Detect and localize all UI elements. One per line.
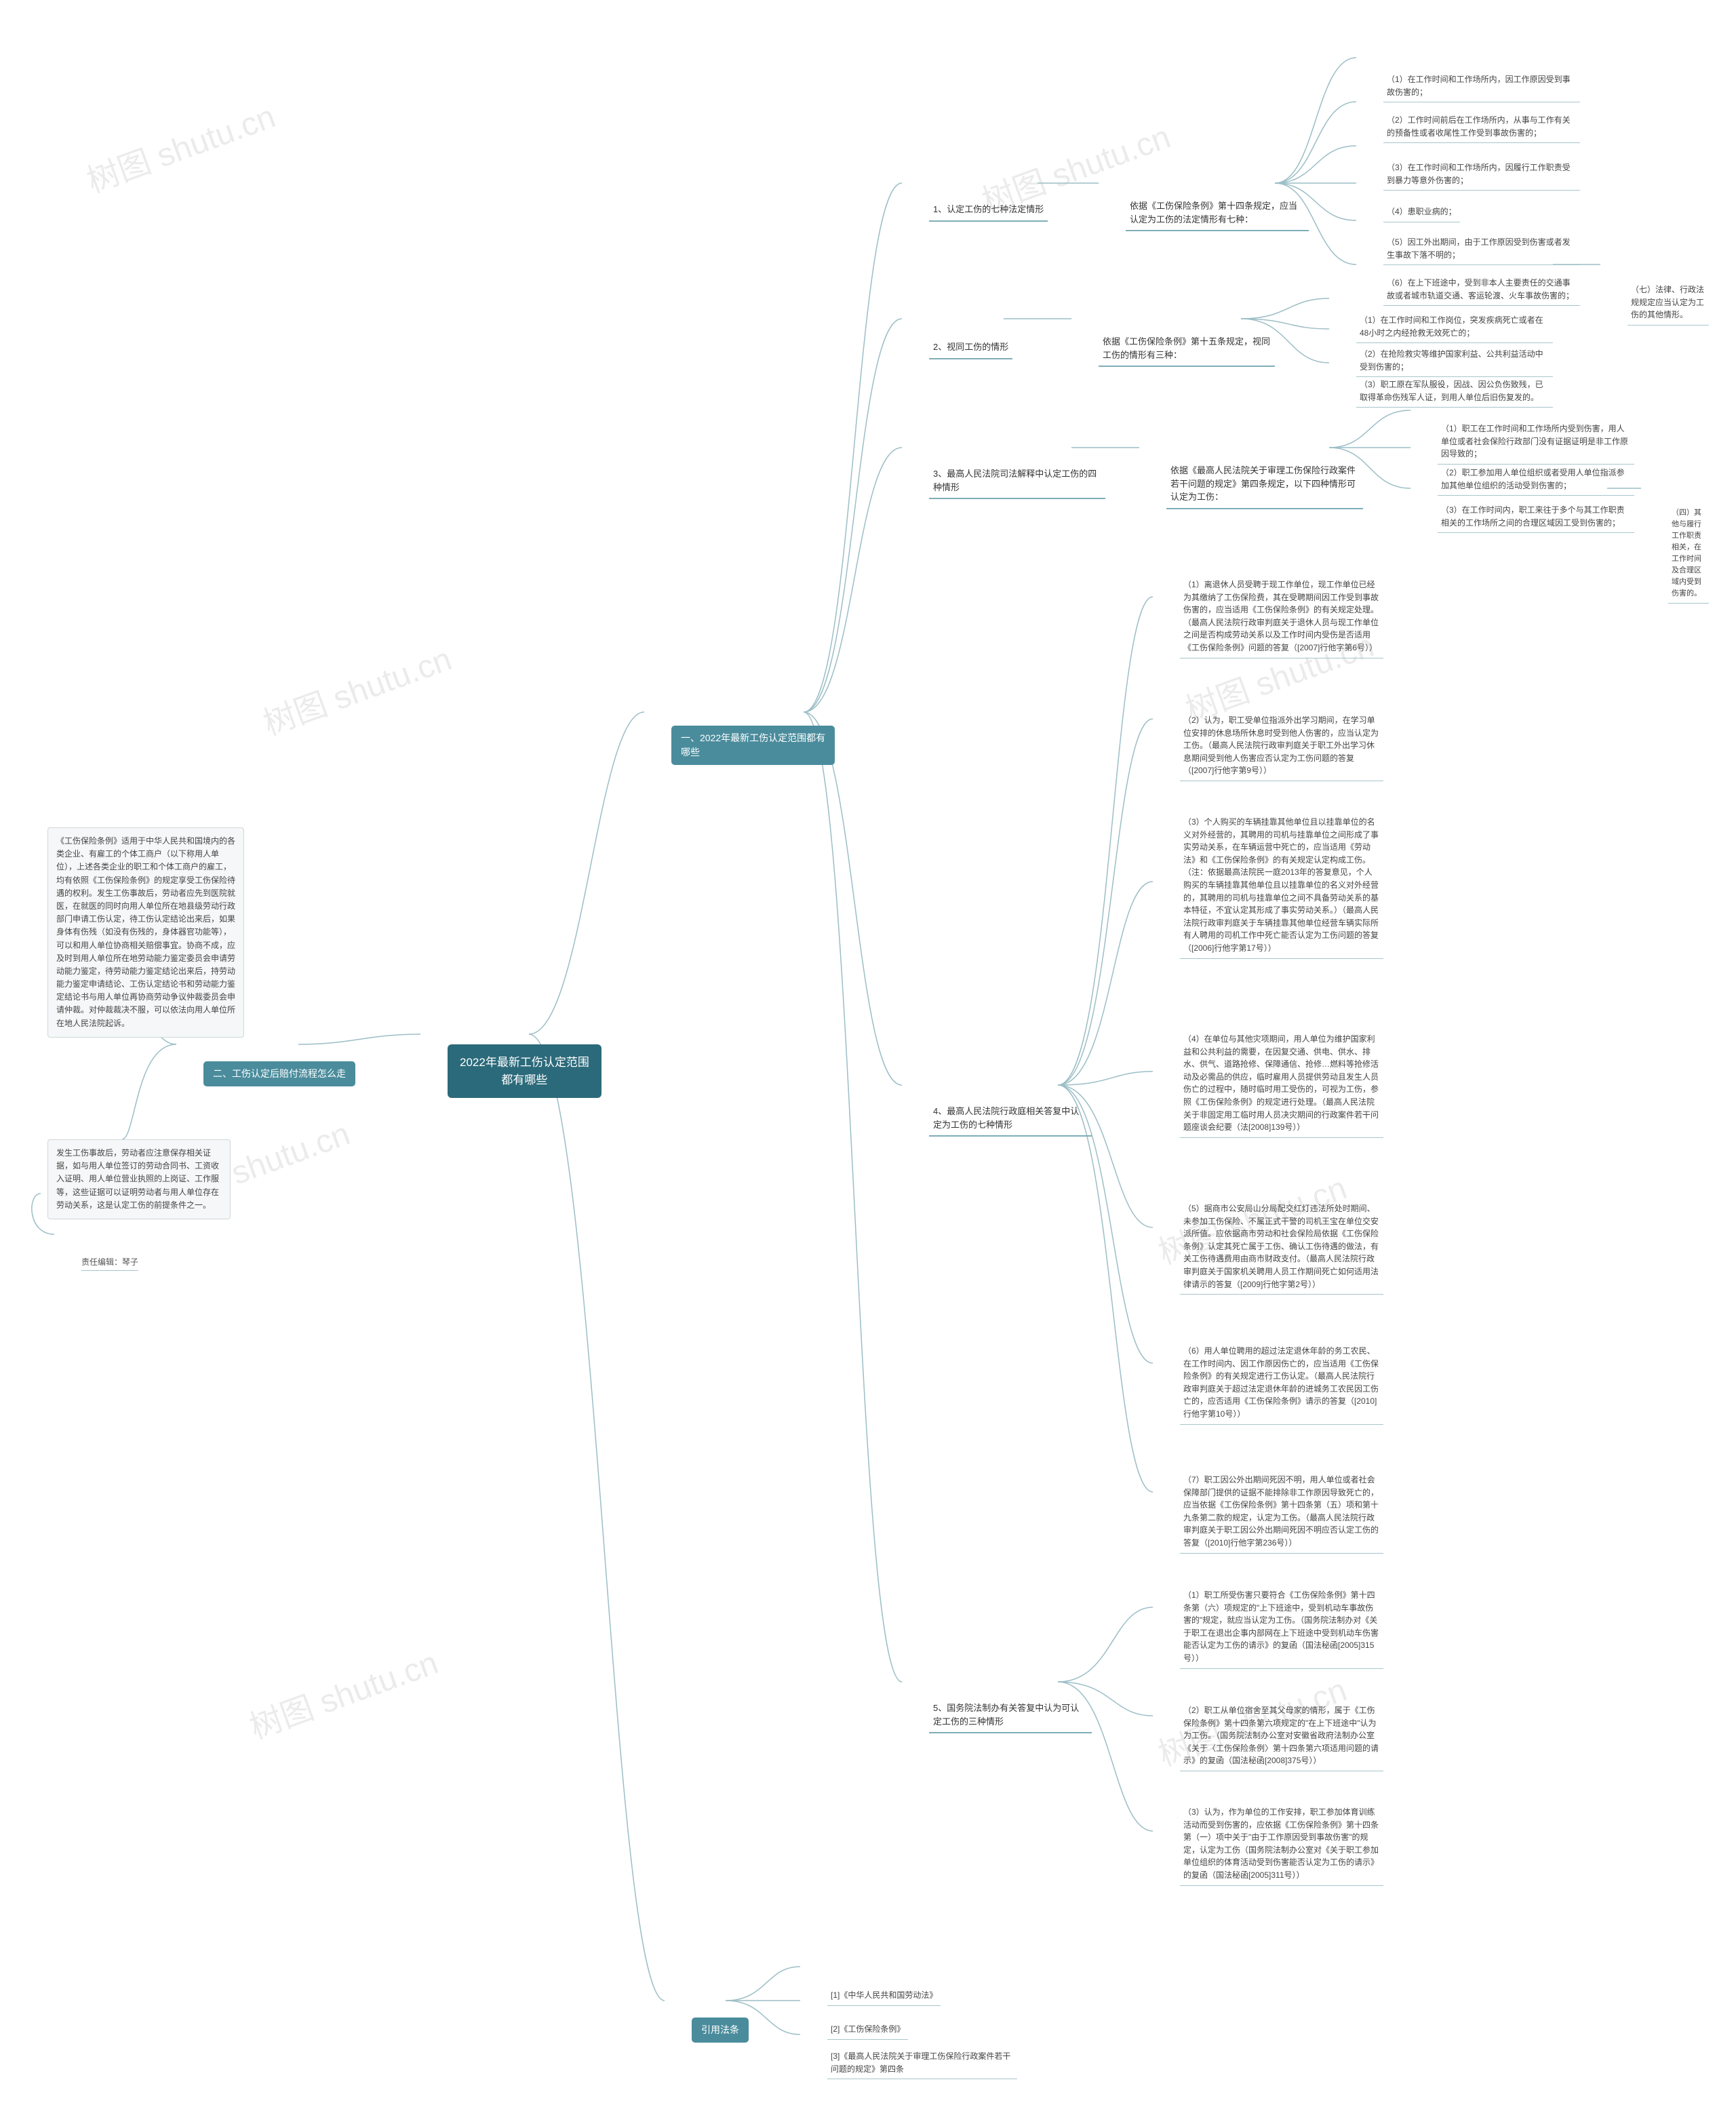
branch2-label: 二、工伤认定后赔付流程怎么走 [203, 1061, 355, 1086]
sec1-item6: （6）在上下班途中，受到非本人主要责任的交通事故或者城市轨道交通、客运轮渡、火车… [1383, 275, 1580, 306]
sec4-item3: （3）个人购买的车辆挂靠其他单位且以挂靠单位的名义对外经营的，其聘用的司机与挂靠… [1180, 814, 1383, 959]
branch2-note1: 《工伤保险条例》适用于中华人民共和国境内的各类企业、有雇工的个体工商户（以下称用… [47, 827, 244, 1038]
sec3-item1: （1）职工在工作时间和工作场所内受到伤害，用人单位或者社会保险行政部门没有证据证… [1438, 420, 1634, 465]
root-title-l1: 2022年最新工伤认定范围 [460, 1054, 589, 1071]
sec5-head: 5、国务院法制办有关答复中认为可认定工伤的三种情形 [929, 1699, 1092, 1733]
sec1-item3: （3）在工作时间和工作场所内，因履行工作职责受到暴力等意外伤害的； [1383, 159, 1580, 191]
root-title-l2: 都有哪些 [460, 1071, 589, 1089]
sec5-item3: （3）认为，作为单位的工作安排，职工参加体育训练活动而受到伤害的，应依据《工伤保… [1180, 1804, 1383, 1886]
branch3-item3: [3]《最高人民法院关于审理工伤保险行政案件若干问题的规定》第四条 [827, 2048, 1017, 2079]
sec2-item2: （2）在抢险救灾等维护国家利益、公共利益活动中受到伤害的； [1356, 346, 1553, 377]
sec4-head: 4、最高人民法院行政庭相关答复中认定为工伤的七种情形 [929, 1102, 1092, 1137]
sec3-head: 3、最高人民法院司法解释中认定工伤的四种情形 [929, 465, 1105, 499]
sec4-item2: （2）认为，职工受单位指派外出学习期间，在学习单位安排的休息场所休息时受到他人伤… [1180, 712, 1383, 781]
sec4-item5: （5）据商市公安局山分局配交红灯违法所处时期间、未参加工伤保险、不属正式干警的司… [1180, 1200, 1383, 1295]
sec2-item3: （3）职工原在军队服役，因战、因公负伤致残，已取得革命伤残军人证，到用人单位后旧… [1356, 376, 1553, 408]
sec4-item1: （1）离退休人员受聘于现工作单位，现工作单位已经为其缴纳了工伤保险费，其在受聘期… [1180, 576, 1383, 658]
branch3-item1: [1]《中华人民共和国劳动法》 [827, 1987, 941, 2006]
sec2-item1: （1）在工作时间和工作岗位，突发疾病死亡或者在48小时之内经抢救无效死亡的； [1356, 312, 1553, 343]
branch3-item2: [2]《工伤保险条例》 [827, 2021, 908, 2040]
sec4-item6: （6）用人单位聘用的超过法定退休年龄的务工农民、在工作时间内、因工作原因伤亡的，… [1180, 1343, 1383, 1425]
sec1-item2: （2）工作时间前后在工作场所内，从事与工作有关的预备性或者收尾性工作受到事故伤害… [1383, 112, 1580, 143]
sec1-head: 1、认定工伤的七种法定情形 [929, 200, 1048, 222]
branch2-note2: 发生工伤事故后，劳动者应注意保存相关证据，如与用人单位签订的劳动合同书、工资收入… [47, 1139, 231, 1219]
sec3-tail: （四）其他与履行工作职责相关，在工作时间及合理区域内受到伤害的。 [1668, 505, 1709, 604]
sec4-item7: （7）职工因公外出期间死因不明，用人单位或者社会保障部门提供的证据不能排除非工作… [1180, 1472, 1383, 1554]
mindmap-container: 2022年最新工伤认定范围 都有哪些 二、工伤认定后赔付流程怎么走 《工伤保险条… [27, 27, 1709, 2078]
sec1-item1: （1）在工作时间和工作场所内，因工作原因受到事故伤害的； [1383, 71, 1580, 102]
sec2-desc: 依据《工伤保险条例》第十五条规定，视同工伤的情形有三种： [1099, 332, 1275, 367]
sec1-tail: （七）法律、行政法规规定应当认定为工伤的其他情形。 [1628, 281, 1709, 326]
branch1-label-l2: 哪些 [681, 745, 825, 760]
sec1-item5: （5）因工外出期间，由于工作原因受到伤害或者发生事故下落不明的； [1383, 234, 1580, 265]
branch1-label-l1: 一、2022年最新工伤认定范围都有 [681, 731, 825, 745]
sec3-item3: （3）在工作时间内，职工来往于多个与其工作职责相关的工作场所之间的合理区域因工受… [1438, 502, 1634, 533]
credit-label: 责任编辑：琴子 [81, 1256, 138, 1271]
sec2-head: 2、视同工伤的情形 [929, 338, 1012, 359]
sec4-item4: （4）在单位与其他灾项期间，用人单位为维护国家利益和公共利益的需要，在因复交通、… [1180, 1031, 1383, 1138]
branch1-label: 一、2022年最新工伤认定范围都有 哪些 [671, 726, 835, 765]
branch3-label: 引用法条 [692, 2018, 749, 2043]
sec3-item2: （2）职工参加用人单位组织或者受用人单位指派参加其他单位组织的活动受到伤害的； [1438, 465, 1634, 496]
sec5-item2: （2）职工从单位宿舍至其父母家的情形，属于《工伤保险条例》第十四条第六项规定的"… [1180, 1702, 1383, 1771]
sec1-desc: 依据《工伤保险条例》第十四条规定，应当认定为工伤的法定情形有七种： [1126, 197, 1309, 231]
root-node: 2022年最新工伤认定范围 都有哪些 [448, 1044, 601, 1098]
sec1-item4: （4）患职业病的； [1383, 203, 1460, 222]
sec3-desc: 依据《最高人民法院关于审理工伤保险行政案件若干问题的规定》第四条规定，以下四种情… [1166, 461, 1363, 509]
sec5-item1: （1）职工所受伤害只要符合《工伤保险条例》第十四条第（六）项规定的"上下班途中，… [1180, 1587, 1383, 1669]
